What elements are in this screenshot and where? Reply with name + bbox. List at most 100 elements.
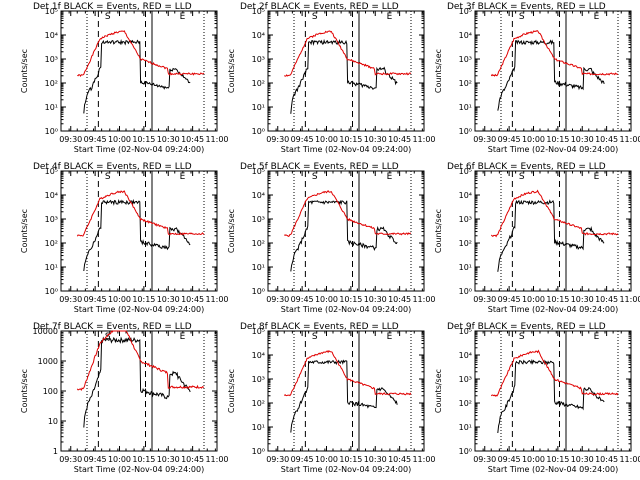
x-tick-label: 10:00 (522, 455, 545, 464)
y-tick-label: 10² (252, 239, 265, 248)
marker-s-label: S (312, 332, 318, 342)
y-tick-label: 10⁰ (459, 127, 472, 136)
x-tick-label: 09:30 (473, 135, 496, 144)
y-tick-label: 10¹ (252, 423, 265, 432)
y-tick-label: 10⁴ (252, 191, 265, 200)
y-tick-label: 10³ (45, 55, 58, 64)
plot-frame (60, 10, 218, 132)
x-tick-label: 09:30 (473, 295, 496, 304)
marker-e-label: E (387, 172, 393, 182)
y-tick-label: 10¹ (45, 263, 58, 272)
x-tick-label: 10:00 (315, 455, 338, 464)
lld-series-line (284, 30, 412, 77)
x-tick-label: 11:00 (619, 295, 640, 304)
y-tick-label: 10⁴ (459, 31, 472, 40)
lld-series-line (77, 30, 205, 78)
lld-series-line (490, 349, 619, 397)
lld-series-line (283, 350, 412, 397)
y-tick-label: 10⁴ (459, 351, 472, 360)
x-tick-label: 10:45 (595, 295, 618, 304)
y-axis-label: Counts/sec (20, 369, 29, 413)
y-tick-label: 10³ (459, 55, 472, 64)
y-axis-label: Counts/sec (227, 209, 236, 253)
x-axis-label: Start Time (02-Nov-04 09:24:00) (488, 305, 618, 314)
x-tick-label: 11:00 (412, 135, 435, 144)
x-tick-label: 10:30 (157, 295, 180, 304)
x-tick-label: 10:30 (571, 135, 594, 144)
y-tick-label: 10⁰ (45, 127, 58, 136)
y-axis-label: Counts/sec (434, 209, 443, 253)
y-tick-label: 10⁴ (45, 191, 58, 200)
y-tick-label: 10³ (459, 215, 472, 224)
x-axis-label: Start Time (02-Nov-04 09:24:00) (281, 465, 411, 474)
y-tick-label: 10⁵ (252, 7, 265, 16)
y-tick-label: 10 (48, 417, 58, 426)
y-tick-label: 10² (45, 79, 58, 88)
x-tick-label: 10:30 (571, 455, 594, 464)
x-tick-label: 09:30 (59, 455, 82, 464)
panel-title: Det 2f BLACK = Events, RED = LLD (240, 2, 399, 12)
x-tick-label: 10:15 (132, 135, 155, 144)
marker-s-label: S (105, 332, 111, 342)
panel-det4f: Det 4f BLACK = Events, RED = LLD 10⁰ 10¹ 10… (20, 162, 229, 314)
x-axis-label: Start Time (02-Nov-04 09:24:00) (281, 305, 411, 314)
x-tick-label: 10:15 (132, 295, 155, 304)
marker-s-label: S (105, 172, 111, 182)
y-tick-label: 1 (53, 447, 58, 456)
x-tick-label: 10:45 (388, 135, 411, 144)
x-tick-label: 10:15 (339, 295, 362, 304)
x-tick-label: 10:45 (595, 455, 618, 464)
x-tick-label: 10:15 (132, 455, 155, 464)
x-tick-label: 10:45 (181, 295, 204, 304)
y-tick-label: 10³ (252, 55, 265, 64)
y-tick-label: 10⁰ (45, 287, 58, 296)
y-tick-label: 10⁰ (459, 287, 472, 296)
y-tick-label: 10² (252, 399, 265, 408)
x-tick-label: 10:00 (108, 135, 131, 144)
plot-frame (267, 170, 425, 292)
events-series-line (290, 359, 398, 433)
x-tick-label: 10:15 (546, 295, 569, 304)
x-tick-label: 11:00 (205, 135, 228, 144)
x-tick-label: 10:15 (546, 455, 569, 464)
x-tick-label: 09:45 (84, 455, 107, 464)
events-series-line (497, 39, 605, 111)
x-tick-label: 09:30 (473, 455, 496, 464)
x-axis-label: Start Time (02-Nov-04 09:24:00) (74, 145, 204, 154)
x-tick-label: 10:30 (571, 295, 594, 304)
events-series-line (290, 38, 398, 114)
events-series-line (83, 198, 191, 272)
y-tick-label: 10⁵ (459, 7, 472, 16)
y-tick-label: 10¹ (459, 103, 472, 112)
y-axis-label: Counts/sec (434, 369, 443, 413)
y-tick-label: 10² (459, 239, 472, 248)
y-tick-label: 10² (252, 79, 265, 88)
x-tick-label: 10:00 (108, 295, 131, 304)
x-tick-label: 09:45 (84, 295, 107, 304)
marker-s-label: S (312, 12, 318, 22)
panel-title: Det 8f BLACK = Events, RED = LLD (240, 322, 399, 332)
y-tick-label: 10³ (252, 215, 265, 224)
panel-title: Det 5f BLACK = Events, RED = LLD (240, 162, 399, 172)
events-series-line (83, 336, 191, 428)
x-tick-label: 10:45 (181, 455, 204, 464)
marker-e-label: E (594, 332, 600, 342)
y-axis-label: Counts/sec (20, 209, 29, 253)
y-tick-label: 10⁰ (252, 127, 265, 136)
x-tick-label: 11:00 (619, 135, 640, 144)
y-tick-label: 10⁴ (45, 31, 58, 40)
lld-series-line (490, 189, 619, 238)
x-tick-label: 09:30 (266, 135, 289, 144)
y-tick-label: 10⁵ (45, 167, 58, 176)
events-series-line (290, 199, 398, 272)
y-tick-label: 10⁴ (252, 351, 265, 360)
panel-title: Det 6f BLACK = Events, RED = LLD (447, 162, 606, 172)
events-series-line (497, 199, 605, 272)
x-tick-label: 09:30 (59, 295, 82, 304)
x-tick-label: 10:15 (339, 135, 362, 144)
x-tick-label: 09:45 (498, 135, 521, 144)
y-tick-label: 10¹ (45, 103, 58, 112)
y-tick-label: 10¹ (459, 423, 472, 432)
x-tick-label: 10:15 (339, 455, 362, 464)
